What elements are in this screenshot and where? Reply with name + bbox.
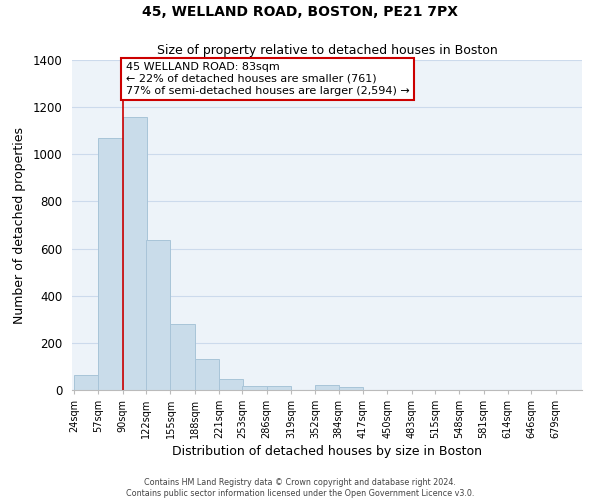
Text: Contains HM Land Registry data © Crown copyright and database right 2024.
Contai: Contains HM Land Registry data © Crown c… (126, 478, 474, 498)
X-axis label: Distribution of detached houses by size in Boston: Distribution of detached houses by size … (172, 446, 482, 458)
Bar (219, 379, 243, 390)
Bar (170, 324, 195, 390)
Bar (74, 374, 98, 390)
Bar (315, 386, 340, 390)
Bar (146, 240, 170, 390)
Bar (267, 386, 291, 390)
Title: Size of property relative to detached houses in Boston: Size of property relative to detached ho… (157, 44, 497, 58)
Text: 45 WELLAND ROAD: 83sqm
← 22% of detached houses are smaller (761)
77% of semi-de: 45 WELLAND ROAD: 83sqm ← 22% of detached… (125, 62, 409, 96)
Text: 45, WELLAND ROAD, BOSTON, PE21 7PX: 45, WELLAND ROAD, BOSTON, PE21 7PX (142, 5, 458, 19)
Bar (98, 138, 123, 390)
Bar (123, 116, 147, 390)
Bar (195, 360, 219, 390)
Bar (339, 387, 363, 390)
Y-axis label: Number of detached properties: Number of detached properties (13, 126, 26, 324)
Bar (242, 386, 267, 390)
